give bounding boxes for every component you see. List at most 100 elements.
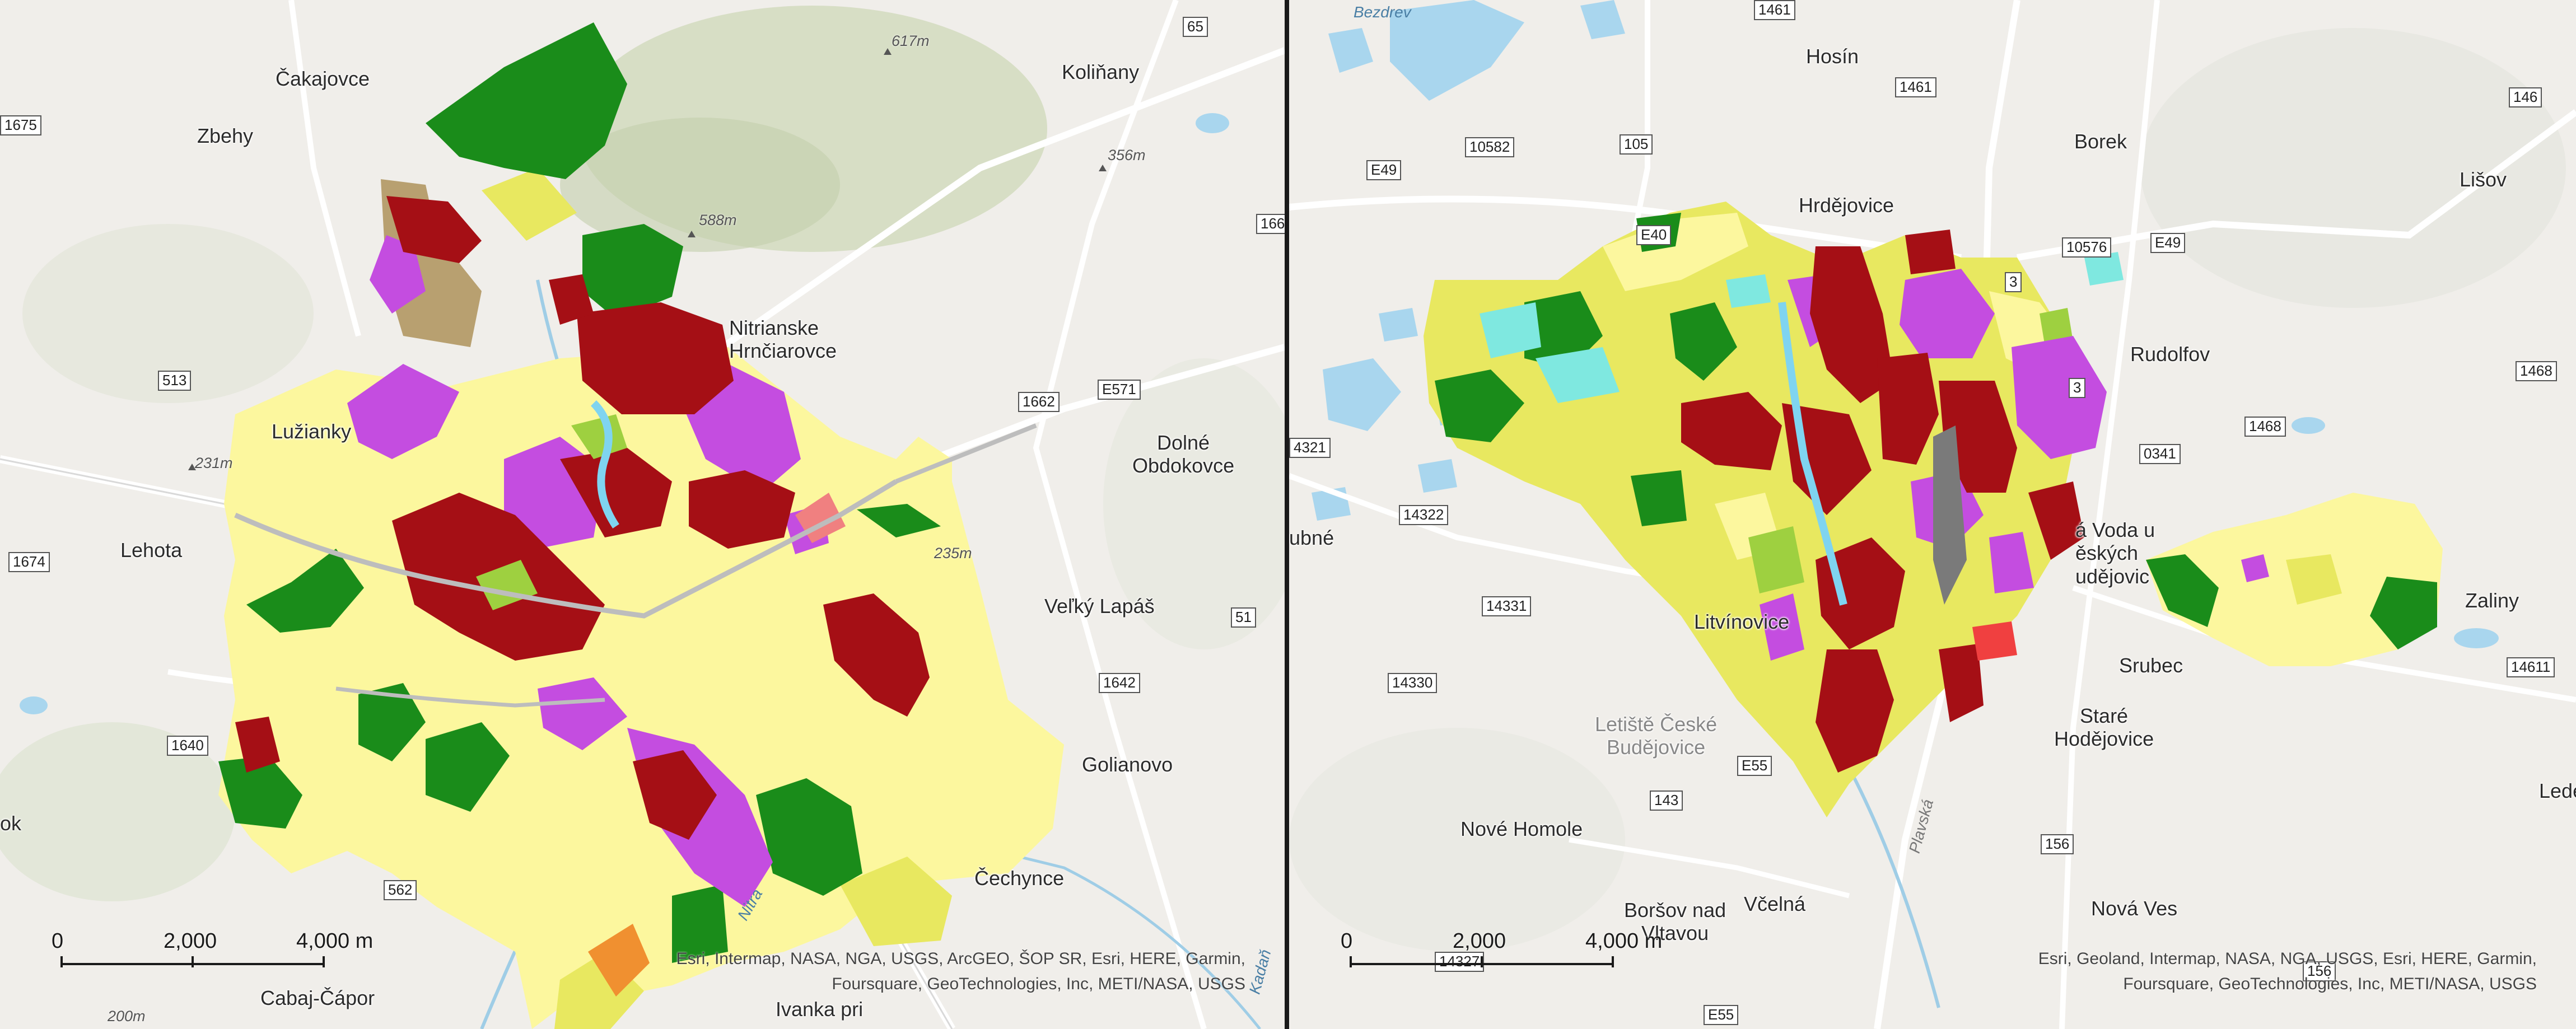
scale-mark: [192, 956, 194, 967]
land-use-mixed: [588, 924, 650, 997]
elevation-label: 231m: [195, 455, 233, 471]
land-use-urban-green: [571, 414, 627, 459]
road-shield: 562: [384, 880, 417, 900]
scale-mark: [323, 956, 325, 967]
attribution-line: Foursquare, GeoTechnologies, Inc, METI/N…: [832, 975, 1245, 993]
left-map-canvas[interactable]: [0, 0, 1285, 1029]
road-shield: 14330: [1388, 673, 1438, 693]
land-use-cyan: [1726, 274, 1771, 308]
land-use-dense-residential: [1905, 230, 1956, 274]
map-attribution: Esri, Geoland, Intermap, NASA, NGA, USGS…: [2038, 946, 2537, 997]
attribution-line: Foursquare, GeoTechnologies, Inc, METI/N…: [2123, 975, 2537, 993]
land-use-forest: [582, 224, 683, 319]
scale-tick-label: 2,000: [164, 929, 217, 953]
land-use-cyan: [1480, 302, 1541, 358]
land-use-mixed: [1972, 621, 2017, 661]
road-shield: 51: [1231, 607, 1256, 628]
road-shield: 1674: [8, 552, 50, 572]
road-shield: 14331: [1482, 596, 1532, 616]
road-shield: 1675: [0, 115, 41, 135]
place-label: ok: [0, 812, 22, 835]
elevation-label: 356m: [1108, 147, 1146, 163]
road: [1569, 837, 1850, 899]
road-shield: 3: [2005, 272, 2022, 292]
scale-tick-label: 0: [1341, 929, 1353, 953]
highway: [335, 686, 605, 708]
peak-marker: [688, 231, 696, 237]
land-use-forest: [246, 549, 364, 633]
hill-relief: [0, 722, 235, 901]
water-label: Bezdrev: [1354, 3, 1411, 21]
land-use-water: [590, 400, 619, 528]
road-shield: 1642: [1099, 673, 1140, 693]
road-shield: 14611: [2507, 657, 2555, 677]
land-use-agriculture: [840, 857, 952, 946]
land-use-dense-residential: [1939, 644, 1984, 722]
land-use-water: [1778, 302, 1847, 606]
right-map-panel[interactable]: Hosín Borek Hrdějovice Lišov Rudolfov ub…: [1288, 0, 2576, 1029]
road-shield: 0341: [2139, 444, 2181, 464]
land-use-dense-residential: [1782, 403, 1872, 515]
road-shield: 143: [1650, 791, 1683, 811]
place-label: Srubec: [2119, 654, 2183, 677]
hill-relief: [22, 224, 314, 403]
hill-relief: [1289, 728, 1625, 952]
road-shield: E571: [1098, 380, 1141, 400]
land-use-dense-residential: [1681, 392, 1782, 470]
place-label: Lužianky: [272, 420, 352, 443]
land-use-dense-residential: [1810, 246, 1894, 403]
hill-relief: [2140, 28, 2566, 308]
peak-marker: [1099, 165, 1107, 171]
road: [288, 0, 361, 337]
land-use-dense-residential: [2028, 481, 2084, 560]
water-body: [2292, 417, 2325, 434]
elevation-label: 200m: [108, 1008, 146, 1025]
road-shield: E49: [1366, 160, 1402, 180]
road-shield: E49: [2150, 233, 2186, 253]
water-body: [20, 696, 48, 714]
place-label: Cabaj-Čápor: [260, 986, 375, 1009]
land-use-forest: [218, 756, 302, 829]
place-label: Veľký Lapáš: [1044, 595, 1155, 618]
scale-bar: 0 2,000 4,000 m: [52, 929, 373, 969]
water-body: [1390, 0, 1524, 101]
right-map-canvas[interactable]: [1289, 0, 2576, 1029]
land-use-agriculture: [2286, 554, 2342, 605]
place-label: Lehota: [120, 539, 183, 562]
scale-tick-label: 4,000 m: [1585, 929, 1663, 953]
road-shield: 14327: [1435, 952, 1485, 972]
scale-bar: 0 2,000 4,000 m: [1341, 929, 1662, 969]
road-shield: 14322: [1399, 505, 1449, 525]
attribution-line: Esri, Intermap, NASA, NGA, USGS, ArcGEO,…: [676, 950, 1245, 968]
map-attribution: Esri, Intermap, NASA, NGA, USGS, ArcGEO,…: [676, 946, 1245, 997]
scale-tick-label: 2,000: [1453, 929, 1506, 953]
road-shield: 1461: [1895, 77, 1936, 97]
place-label: Čechynce: [974, 867, 1065, 890]
land-use-dense-residential: [560, 448, 672, 537]
road-shield: 1468: [2516, 361, 2557, 381]
road-shield: 10576: [2062, 237, 2112, 258]
water-body: [1328, 28, 1373, 73]
land-use-commercial: [2012, 336, 2107, 459]
water-body: [1323, 358, 1401, 431]
road-shield: 1662: [1018, 392, 1060, 412]
land-use-low-density: [874, 437, 952, 504]
highway: [895, 423, 1037, 484]
place-label: Nitrianske Hrnčiarovce: [729, 316, 837, 363]
place-label: Golianovo: [1082, 753, 1173, 776]
place-label: Lišov: [2460, 168, 2507, 191]
road-shield: 3: [2069, 378, 2086, 398]
land-use-dense-residential: [1816, 537, 1905, 649]
land-use-dense-residential: [235, 717, 280, 773]
land-use-forest: [1631, 470, 1687, 526]
road-shield: 146: [2509, 87, 2542, 107]
left-map-panel[interactable]: Čakajovce Zbehy Koliňany Nitrianske Hrnč…: [0, 0, 1288, 1029]
place-label: Rudolfov: [2130, 343, 2210, 366]
place-label: á Voda u ěských udějovic: [2075, 518, 2155, 588]
road-shield: 65: [1183, 17, 1208, 37]
land-use-commercial: [370, 235, 426, 314]
hill-relief: [560, 118, 840, 252]
land-use-commercial: [538, 677, 627, 750]
road-shield: E55: [1737, 756, 1772, 776]
